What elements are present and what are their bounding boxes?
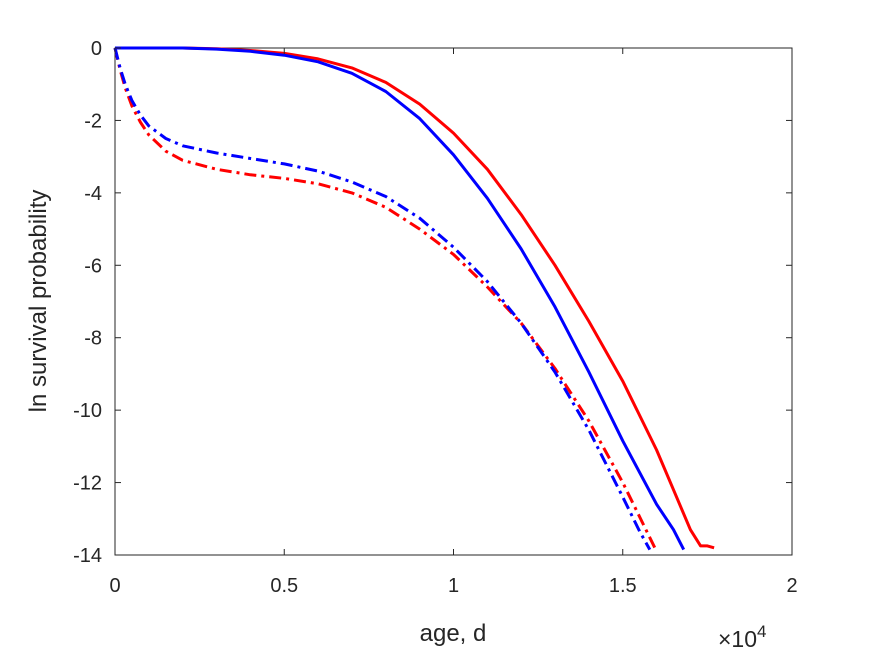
x-tick-label: 1	[448, 575, 459, 597]
y-tick-label: -8	[84, 328, 102, 350]
x-tick-label: 0	[109, 575, 120, 597]
x-exponent-power: 4	[757, 622, 766, 641]
y-tick-label: -6	[84, 255, 102, 277]
y-tick-label: 0	[91, 38, 102, 60]
x-axis-exponent: ×104	[718, 622, 766, 652]
x-tick-label: 0.5	[270, 575, 298, 597]
y-tick-label: -2	[84, 110, 102, 132]
series-line-2	[115, 46, 686, 551]
x-exponent-base: ×10	[718, 626, 757, 652]
tick-layer: 0 0.5 1 1.5 2 0 -2 -4 -6 -8 -10 -12 -14	[73, 38, 797, 597]
x-axis-label: age, d	[420, 620, 487, 647]
x-tick-label: 1.5	[609, 575, 637, 597]
y-tick-label: -10	[73, 400, 102, 422]
y-tick-label: -14	[73, 545, 102, 567]
series-layer	[113, 46, 715, 553]
y-axis-label: ln survival probability	[25, 190, 52, 413]
series-line-4	[113, 47, 652, 551]
y-tick-label: -4	[84, 183, 102, 205]
y-tick-label: -12	[73, 473, 102, 495]
series-line-3	[113, 47, 658, 553]
x-tick-label: 2	[786, 575, 797, 597]
